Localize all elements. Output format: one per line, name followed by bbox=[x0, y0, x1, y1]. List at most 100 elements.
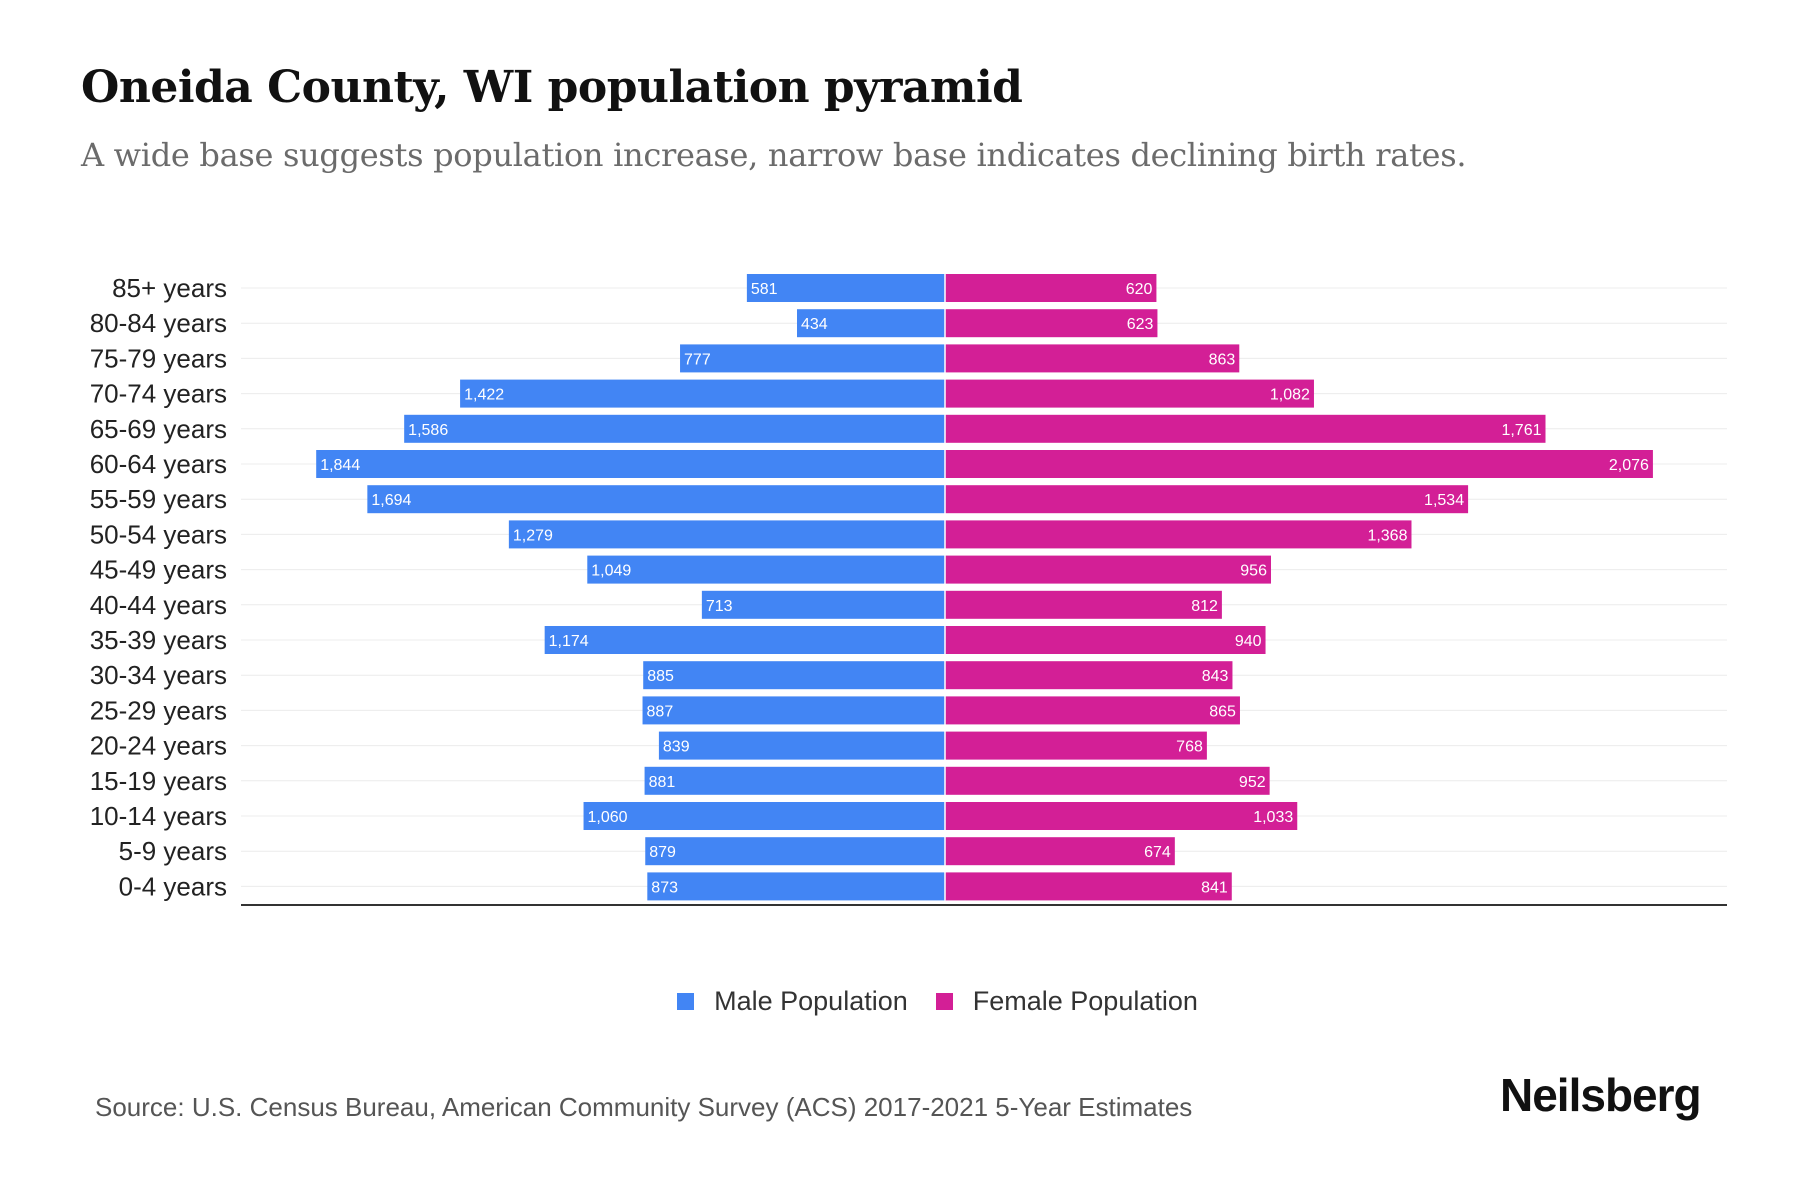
category-label: 60-64 years bbox=[90, 449, 227, 479]
female-bar bbox=[945, 731, 1207, 760]
female-bar bbox=[945, 802, 1298, 830]
female-bar bbox=[945, 309, 1158, 338]
female-bar bbox=[945, 414, 1546, 443]
category-label: 30-34 years bbox=[90, 660, 227, 690]
female-value-label: 1,761 bbox=[1501, 422, 1541, 439]
female-bar bbox=[945, 450, 1653, 478]
chart-title: Oneida County, WI population pyramid bbox=[81, 62, 1023, 113]
male-value-label: 1,174 bbox=[549, 633, 589, 650]
female-value-label: 2,076 bbox=[1609, 457, 1649, 474]
male-value-label: 1,060 bbox=[588, 809, 628, 826]
male-bar bbox=[544, 626, 945, 654]
female-value-label: 812 bbox=[1191, 598, 1218, 615]
male-value-label: 1,049 bbox=[591, 563, 631, 580]
category-label: 5-9 years bbox=[119, 836, 227, 866]
female-bar bbox=[945, 626, 1266, 654]
male-bar bbox=[647, 872, 945, 901]
category-label: 70-74 years bbox=[90, 379, 227, 409]
male-bar bbox=[644, 766, 945, 795]
female-bar bbox=[945, 379, 1314, 408]
category-label: 0-4 years bbox=[119, 871, 227, 901]
male-bar bbox=[316, 450, 945, 478]
neilsberg-logo: Neilsberg bbox=[1500, 1069, 1702, 1121]
male-value-label: 1,422 bbox=[464, 387, 504, 404]
female-value-label: 841 bbox=[1201, 879, 1228, 896]
male-value-label: 1,586 bbox=[408, 422, 448, 439]
male-value-label: 885 bbox=[647, 668, 674, 685]
female-bar bbox=[945, 766, 1270, 795]
male-bar bbox=[701, 590, 945, 619]
male-value-label: 434 bbox=[801, 316, 828, 333]
category-label: 40-44 years bbox=[90, 590, 227, 620]
legend-label-female: Female Population bbox=[972, 986, 1198, 1016]
male-bar bbox=[680, 344, 945, 373]
female-bar bbox=[945, 555, 1271, 584]
category-label: 20-24 years bbox=[90, 731, 227, 761]
female-bar bbox=[945, 485, 1469, 514]
female-value-label: 863 bbox=[1209, 351, 1236, 368]
female-value-label: 768 bbox=[1176, 739, 1203, 756]
female-value-label: 1,082 bbox=[1270, 387, 1310, 404]
female-value-label: 1,033 bbox=[1253, 809, 1293, 826]
male-bar bbox=[367, 485, 945, 514]
male-value-label: 713 bbox=[706, 598, 733, 615]
male-value-label: 879 bbox=[649, 844, 676, 861]
category-label: 45-49 years bbox=[90, 555, 227, 585]
female-value-label: 1,534 bbox=[1424, 492, 1464, 509]
male-bar bbox=[508, 520, 945, 549]
male-bar bbox=[645, 837, 945, 866]
female-value-label: 940 bbox=[1235, 633, 1262, 650]
male-bar bbox=[658, 731, 945, 760]
female-bar bbox=[945, 274, 1157, 302]
category-label: 85+ years bbox=[112, 273, 227, 303]
male-bar bbox=[587, 555, 945, 584]
male-value-label: 1,694 bbox=[371, 492, 411, 509]
male-value-label: 1,844 bbox=[320, 457, 360, 474]
male-value-label: 1,279 bbox=[513, 527, 553, 544]
female-bar bbox=[945, 872, 1232, 901]
female-value-label: 865 bbox=[1209, 703, 1236, 720]
male-bar bbox=[797, 309, 945, 338]
category-label: 15-19 years bbox=[90, 766, 227, 796]
population-pyramid-chart: 85+ years 581 620 80-84 years 434 623 75-79 ye… bbox=[90, 273, 1727, 906]
female-value-label: 956 bbox=[1240, 563, 1267, 580]
male-value-label: 881 bbox=[649, 774, 676, 791]
legend: Male Population Female Population bbox=[0, 986, 1800, 1017]
female-value-label: 623 bbox=[1127, 316, 1154, 333]
male-value-label: 873 bbox=[651, 879, 678, 896]
female-bar bbox=[945, 661, 1233, 690]
female-bar bbox=[945, 837, 1175, 866]
male-value-label: 777 bbox=[684, 351, 711, 368]
male-bar bbox=[460, 379, 945, 408]
male-value-label: 887 bbox=[647, 703, 674, 720]
legend-swatch-female bbox=[935, 993, 953, 1010]
category-label: 50-54 years bbox=[90, 519, 227, 549]
legend-item-female[interactable]: Female Population bbox=[935, 986, 1198, 1017]
category-label: 55-59 years bbox=[90, 484, 227, 514]
female-bar bbox=[945, 696, 1240, 725]
legend-label-male: Male Population bbox=[714, 986, 908, 1016]
female-value-label: 1,368 bbox=[1367, 527, 1407, 544]
legend-item-male[interactable]: Male Population bbox=[677, 986, 908, 1017]
female-value-label: 952 bbox=[1239, 774, 1266, 791]
category-label: 10-14 years bbox=[90, 801, 227, 831]
category-label: 80-84 years bbox=[90, 308, 227, 338]
male-bar bbox=[746, 274, 945, 302]
female-bar bbox=[945, 520, 1412, 549]
male-value-label: 839 bbox=[663, 739, 690, 756]
female-value-label: 843 bbox=[1202, 668, 1229, 685]
male-bar bbox=[642, 696, 945, 725]
category-label: 65-69 years bbox=[90, 414, 227, 444]
legend-swatch-male bbox=[677, 993, 695, 1010]
female-bar bbox=[945, 344, 1240, 373]
male-value-label: 581 bbox=[751, 281, 778, 298]
female-value-label: 620 bbox=[1126, 281, 1153, 298]
male-bar bbox=[583, 802, 945, 830]
male-bar bbox=[404, 414, 945, 443]
chart-subtitle: A wide base suggests population increase… bbox=[81, 136, 1467, 174]
female-value-label: 674 bbox=[1144, 844, 1171, 861]
source-note: Source: U.S. Census Bureau, American Com… bbox=[95, 1092, 1193, 1122]
category-label: 25-29 years bbox=[90, 695, 227, 725]
male-bar bbox=[643, 661, 945, 690]
category-label: 35-39 years bbox=[90, 625, 227, 655]
